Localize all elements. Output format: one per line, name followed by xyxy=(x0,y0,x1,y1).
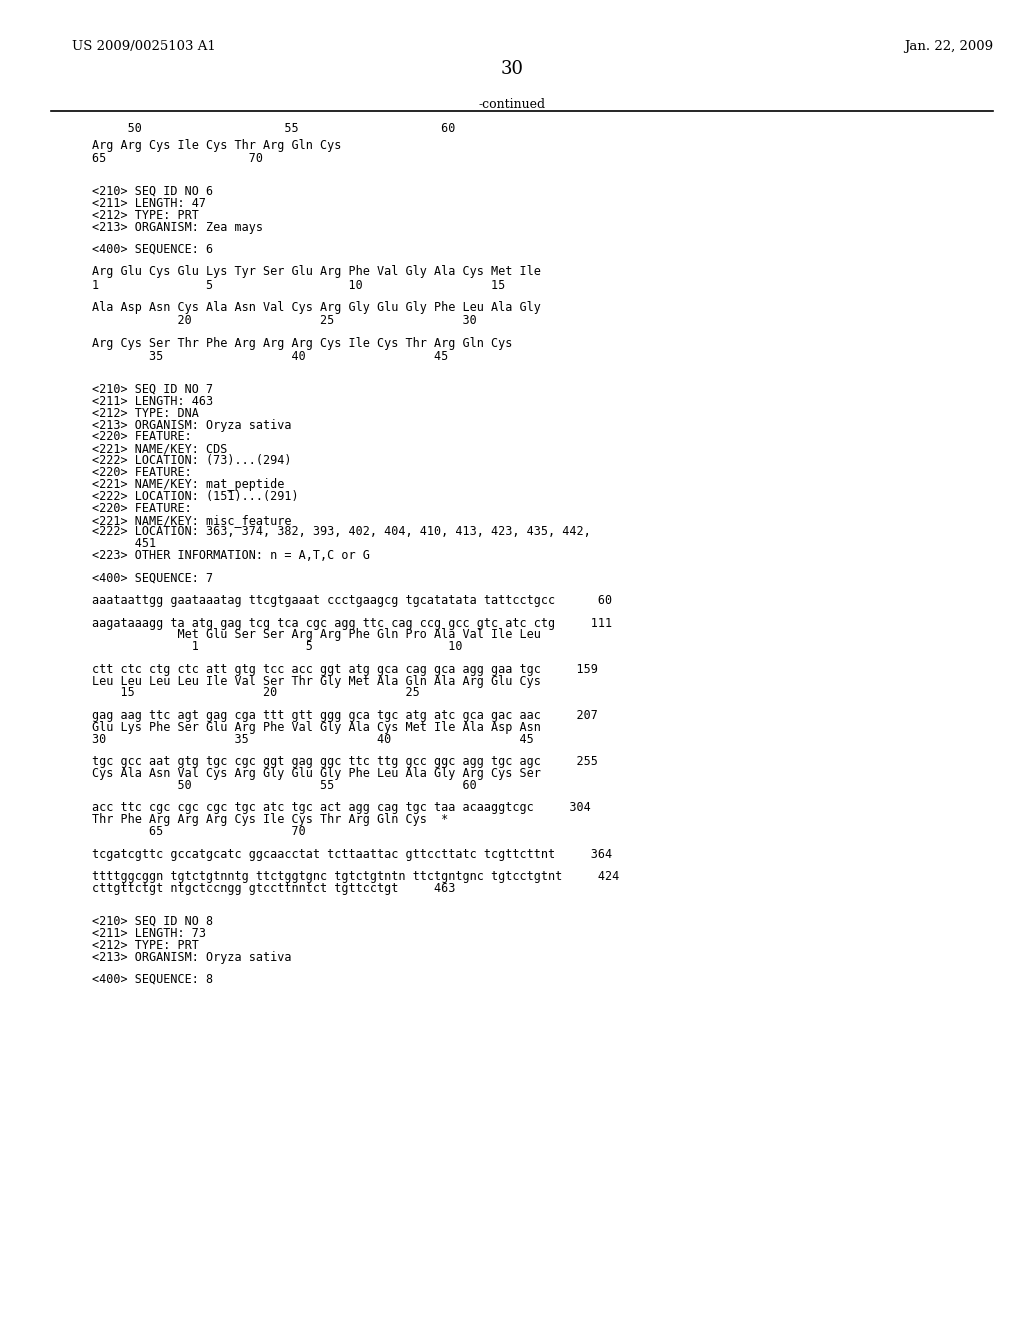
Text: <222> LOCATION: (73)...(294): <222> LOCATION: (73)...(294) xyxy=(92,454,292,467)
Text: <210> SEQ ID NO 6: <210> SEQ ID NO 6 xyxy=(92,185,213,198)
Text: <220> FEATURE:: <220> FEATURE: xyxy=(92,430,191,444)
Text: 20                  25                  30: 20 25 30 xyxy=(92,314,477,327)
Text: <211> LENGTH: 73: <211> LENGTH: 73 xyxy=(92,927,206,940)
Text: <222> LOCATION: 363, 374, 382, 393, 402, 404, 410, 413, 423, 435, 442,: <222> LOCATION: 363, 374, 382, 393, 402,… xyxy=(92,525,591,539)
Text: US 2009/0025103 A1: US 2009/0025103 A1 xyxy=(72,40,215,53)
Text: Arg Cys Ser Thr Phe Arg Arg Arg Cys Ile Cys Thr Arg Gln Cys: Arg Cys Ser Thr Phe Arg Arg Arg Cys Ile … xyxy=(92,337,513,350)
Text: <400> SEQUENCE: 7: <400> SEQUENCE: 7 xyxy=(92,572,213,585)
Text: acc ttc cgc cgc cgc tgc atc tgc act agg cag tgc taa acaaggtcgc     304: acc ttc cgc cgc cgc tgc atc tgc act agg … xyxy=(92,801,591,814)
Text: 1               5                   10                  15: 1 5 10 15 xyxy=(92,279,506,292)
Text: Leu Leu Leu Leu Ile Val Ser Thr Gly Met Ala Gln Ala Arg Glu Cys: Leu Leu Leu Leu Ile Val Ser Thr Gly Met … xyxy=(92,675,541,688)
Text: tgc gcc aat gtg tgc cgc ggt gag ggc ttc ttg gcc ggc agg tgc agc     255: tgc gcc aat gtg tgc cgc ggt gag ggc ttc … xyxy=(92,755,598,768)
Text: <212> TYPE: PRT: <212> TYPE: PRT xyxy=(92,939,199,952)
Text: 65                    70: 65 70 xyxy=(92,152,263,165)
Text: <210> SEQ ID NO 8: <210> SEQ ID NO 8 xyxy=(92,915,213,928)
Text: <222> LOCATION: (151)...(291): <222> LOCATION: (151)...(291) xyxy=(92,490,299,503)
Text: <221> NAME/KEY: CDS: <221> NAME/KEY: CDS xyxy=(92,442,227,455)
Text: Jan. 22, 2009: Jan. 22, 2009 xyxy=(904,40,993,53)
Text: Arg Arg Cys Ile Cys Thr Arg Gln Cys: Arg Arg Cys Ile Cys Thr Arg Gln Cys xyxy=(92,139,342,152)
Text: 50                    55                    60: 50 55 60 xyxy=(92,121,456,135)
Text: <210> SEQ ID NO 7: <210> SEQ ID NO 7 xyxy=(92,383,213,396)
Text: <212> TYPE: PRT: <212> TYPE: PRT xyxy=(92,209,199,222)
Text: <220> FEATURE:: <220> FEATURE: xyxy=(92,502,191,515)
Text: Met Glu Ser Ser Arg Arg Phe Gln Pro Ala Val Ile Leu: Met Glu Ser Ser Arg Arg Phe Gln Pro Ala … xyxy=(92,628,541,642)
Text: <400> SEQUENCE: 6: <400> SEQUENCE: 6 xyxy=(92,243,213,256)
Text: 451: 451 xyxy=(92,537,157,550)
Text: ttttggcggn tgtctgtnntg ttctggtgnc tgtctgtntn ttctgntgnc tgtcctgtnt     424: ttttggcggn tgtctgtnntg ttctggtgnc tgtctg… xyxy=(92,870,620,883)
Text: Ala Asp Asn Cys Ala Asn Val Cys Arg Gly Glu Gly Phe Leu Ala Gly: Ala Asp Asn Cys Ala Asn Val Cys Arg Gly … xyxy=(92,301,541,314)
Text: <213> ORGANISM: Oryza sativa: <213> ORGANISM: Oryza sativa xyxy=(92,418,292,432)
Text: <221> NAME/KEY: mat_peptide: <221> NAME/KEY: mat_peptide xyxy=(92,478,285,491)
Text: <213> ORGANISM: Zea mays: <213> ORGANISM: Zea mays xyxy=(92,220,263,234)
Text: <211> LENGTH: 47: <211> LENGTH: 47 xyxy=(92,197,206,210)
Text: ctt ctc ctg ctc att gtg tcc acc ggt atg gca cag gca agg gaa tgc     159: ctt ctc ctg ctc att gtg tcc acc ggt atg … xyxy=(92,663,598,676)
Text: gag aag ttc agt gag cga ttt gtt ggg gca tgc atg atc gca gac aac     207: gag aag ttc agt gag cga ttt gtt ggg gca … xyxy=(92,709,598,722)
Text: Glu Lys Phe Ser Glu Arg Phe Val Gly Ala Cys Met Ile Ala Asp Asn: Glu Lys Phe Ser Glu Arg Phe Val Gly Ala … xyxy=(92,721,541,734)
Text: 30: 30 xyxy=(501,59,523,78)
Text: 1               5                   10: 1 5 10 xyxy=(92,640,463,653)
Text: 50                  55                  60: 50 55 60 xyxy=(92,779,477,792)
Text: <223> OTHER INFORMATION: n = A,T,C or G: <223> OTHER INFORMATION: n = A,T,C or G xyxy=(92,549,370,562)
Text: aaataattgg gaataaatag ttcgtgaaat ccctgaagcg tgcatatata tattcctgcc      60: aaataattgg gaataaatag ttcgtgaaat ccctgaa… xyxy=(92,594,612,607)
Text: cttgttctgt ntgctccngg gtccttnntct tgttcctgt     463: cttgttctgt ntgctccngg gtccttnntct tgttcc… xyxy=(92,882,456,895)
Text: <212> TYPE: DNA: <212> TYPE: DNA xyxy=(92,407,199,420)
Text: 35                  40                  45: 35 40 45 xyxy=(92,350,449,363)
Text: 30                  35                  40                  45: 30 35 40 45 xyxy=(92,733,534,746)
Text: <220> FEATURE:: <220> FEATURE: xyxy=(92,466,191,479)
Text: -continued: -continued xyxy=(478,98,546,111)
Text: Arg Glu Cys Glu Lys Tyr Ser Glu Arg Phe Val Gly Ala Cys Met Ile: Arg Glu Cys Glu Lys Tyr Ser Glu Arg Phe … xyxy=(92,265,541,279)
Text: <221> NAME/KEY: misc_feature: <221> NAME/KEY: misc_feature xyxy=(92,513,292,527)
Text: aagataaagg ta atg gag tcg tca cgc agg ttc cag ccg gcc gtc atc ctg     111: aagataaagg ta atg gag tcg tca cgc agg tt… xyxy=(92,616,612,630)
Text: Thr Phe Arg Arg Arg Cys Ile Cys Thr Arg Gln Cys  *: Thr Phe Arg Arg Arg Cys Ile Cys Thr Arg … xyxy=(92,813,449,826)
Text: <213> ORGANISM: Oryza sativa: <213> ORGANISM: Oryza sativa xyxy=(92,950,292,964)
Text: Cys Ala Asn Val Cys Arg Gly Glu Gly Phe Leu Ala Gly Arg Cys Ser: Cys Ala Asn Val Cys Arg Gly Glu Gly Phe … xyxy=(92,767,541,780)
Text: tcgatcgttc gccatgcatc ggcaacctat tcttaattac gttccttatc tcgttcttnt     364: tcgatcgttc gccatgcatc ggcaacctat tcttaat… xyxy=(92,847,612,861)
Text: 65                  70: 65 70 xyxy=(92,825,306,838)
Text: <400> SEQUENCE: 8: <400> SEQUENCE: 8 xyxy=(92,973,213,986)
Text: 15                  20                  25: 15 20 25 xyxy=(92,686,420,700)
Text: <211> LENGTH: 463: <211> LENGTH: 463 xyxy=(92,395,213,408)
